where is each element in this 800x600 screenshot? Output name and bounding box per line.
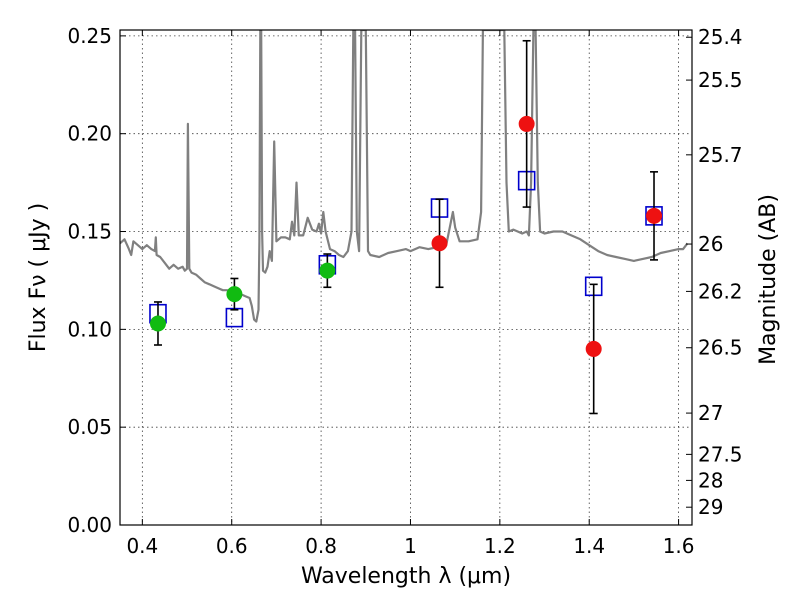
y-tick-label: 0.10: [67, 317, 112, 341]
y2-tick-label: 26: [698, 232, 723, 256]
y-tick-label: 0.00: [67, 513, 112, 537]
x-tick-label: 1.4: [573, 534, 605, 558]
y2-tick-label: 25.7: [698, 143, 743, 167]
observed-point-marker: [319, 262, 336, 279]
grid: [120, 30, 692, 525]
x-tick-label: 0.4: [126, 534, 158, 558]
y2-tick-label: 27: [698, 401, 723, 425]
y2-tick-label: 25.4: [698, 25, 743, 49]
y-tick-label: 0.05: [67, 415, 112, 439]
model-square-marker: [225, 307, 244, 328]
y-tick-label: 0.15: [67, 220, 112, 244]
observed-point-marker: [431, 235, 448, 252]
y2-tick-label: 26.5: [698, 336, 743, 360]
spectrum-line: [120, 30, 689, 323]
model-spectrum: [120, 30, 689, 323]
plot-frame: [119, 29, 693, 526]
y2-tick-label: 28: [698, 468, 723, 492]
y2-tick-label: 25.5: [698, 68, 743, 92]
observed-point-marker: [149, 315, 166, 332]
x-tick-label: 1.6: [663, 534, 695, 558]
y2-tick-label: 29: [698, 495, 723, 519]
x-tick-label: 1.2: [484, 534, 516, 558]
y2-axis-label: Magnitude (AB): [756, 194, 781, 365]
y-tick-label: 0.20: [67, 122, 112, 146]
observed-point-marker: [518, 115, 535, 132]
y-tick-label: 0.25: [67, 24, 112, 48]
observed-point-marker: [646, 207, 663, 224]
observed-point-marker: [585, 340, 602, 357]
y2-tick-label: 27.5: [698, 442, 743, 466]
y2-tick-label: 26.2: [698, 279, 743, 303]
x-tick-label: 1: [404, 534, 417, 558]
y-axis-label: Flux Fν ( μJy ): [26, 203, 51, 352]
data-markers: [149, 39, 663, 415]
axis-ticks: 0.4 0.6 0.8 1 1.2 1.4 1.6 0.00 0.05 0.10 0.15 0.20 0…: [67, 24, 742, 558]
x-axis-label: Wavelength λ (μm): [301, 564, 511, 589]
x-tick-label: 0.8: [305, 534, 337, 558]
observed-point-marker: [226, 286, 243, 303]
x-tick-label: 0.6: [216, 534, 248, 558]
